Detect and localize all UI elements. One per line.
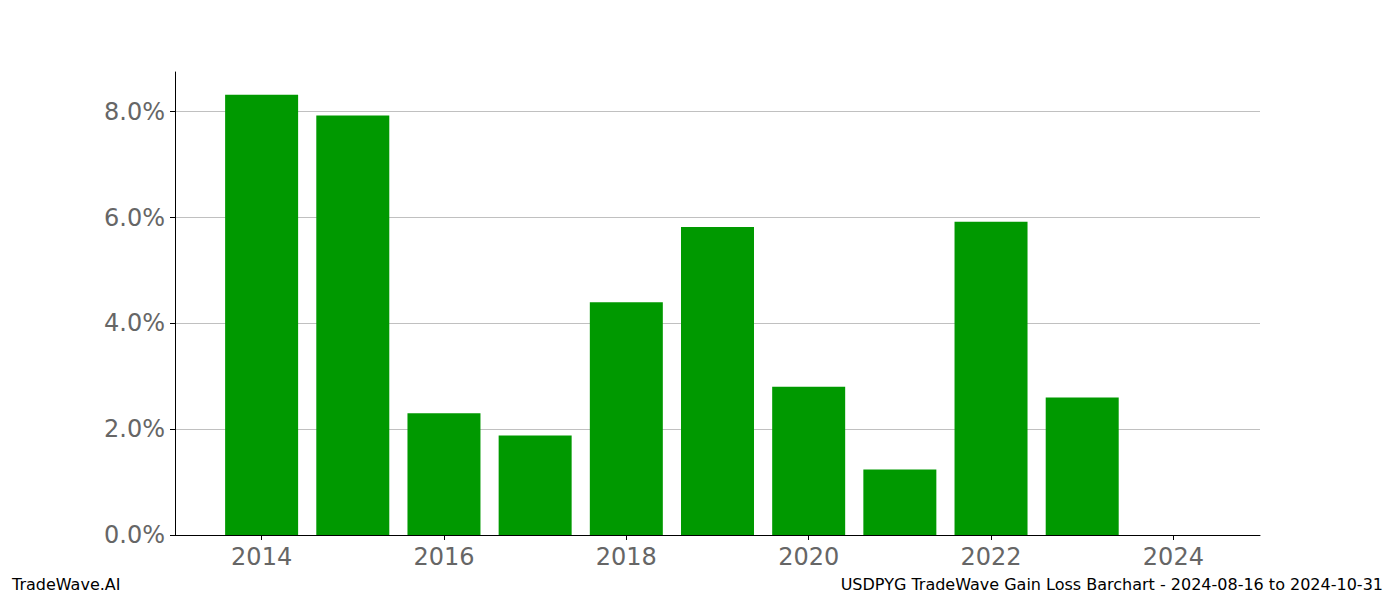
svg-text:4.0%: 4.0% — [104, 309, 165, 337]
svg-text:2014: 2014 — [231, 543, 292, 571]
svg-text:USDPYG TradeWave Gain Loss Bar: USDPYG TradeWave Gain Loss Barchart - 20… — [841, 575, 1383, 594]
svg-text:2016: 2016 — [413, 543, 474, 571]
svg-text:2018: 2018 — [596, 543, 657, 571]
svg-text:2020: 2020 — [778, 543, 839, 571]
svg-text:6.0%: 6.0% — [104, 204, 165, 232]
svg-text:8.0%: 8.0% — [104, 98, 165, 126]
svg-text:2022: 2022 — [960, 543, 1021, 571]
svg-text:2024: 2024 — [1143, 543, 1204, 571]
svg-text:TradeWave.AI: TradeWave.AI — [11, 575, 120, 594]
svg-text:2.0%: 2.0% — [104, 415, 165, 443]
svg-text:0.0%: 0.0% — [104, 521, 165, 549]
